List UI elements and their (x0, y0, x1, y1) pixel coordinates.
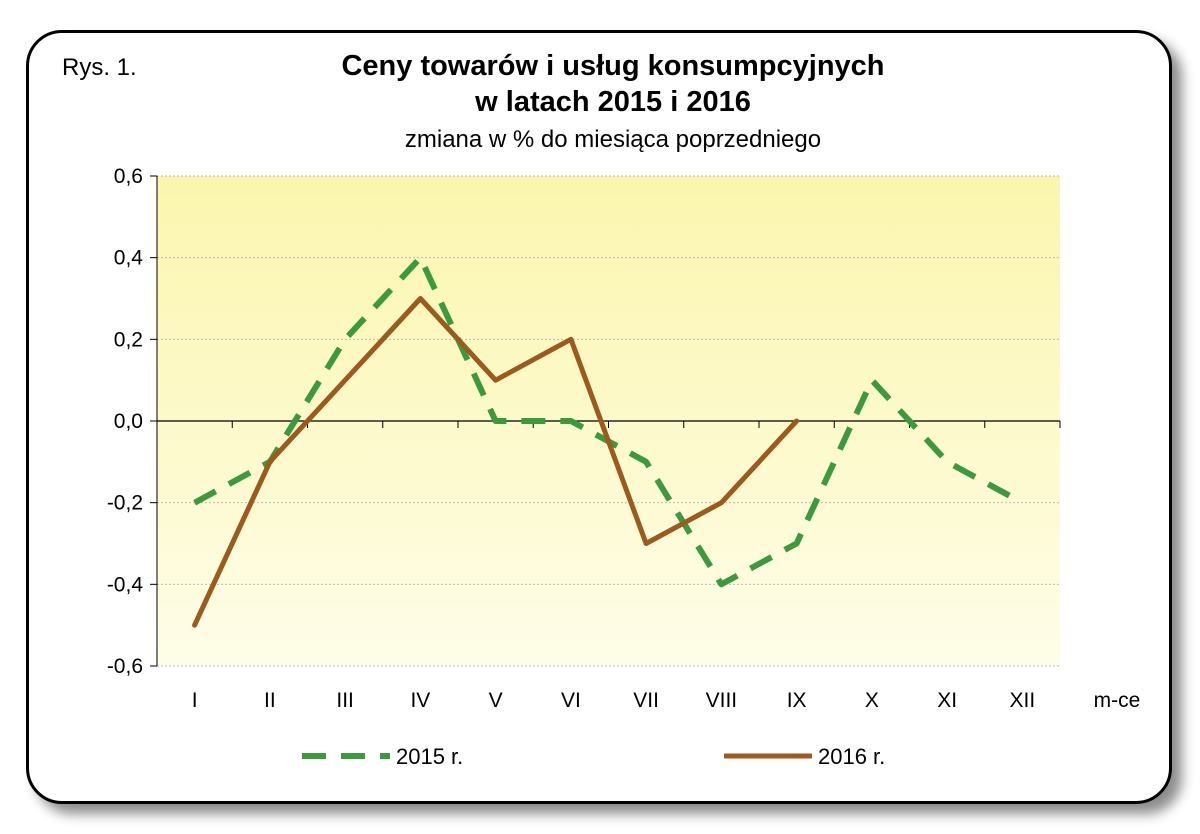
y-tick-label: 0,6 (114, 165, 143, 188)
x-tick-label: X (865, 689, 879, 712)
y-tick-label: 0,0 (114, 410, 143, 433)
x-tick-label: II (264, 689, 276, 712)
series-line-2016 (192, 296, 800, 628)
x-tick-label: VI (561, 689, 581, 712)
legend-label-2016: 2016 r. (818, 744, 885, 769)
x-axis-label: m-ce (1094, 689, 1141, 712)
figure-label: Rys. 1. (62, 54, 137, 81)
x-tick-label: XII (1010, 689, 1036, 712)
legend: 2015 r. 2016 r. (302, 744, 885, 769)
y-tick-label: -0,4 (107, 573, 144, 596)
x-tick-label: VII (633, 689, 659, 712)
x-tick-label: III (336, 689, 354, 712)
x-tick-label: I (192, 689, 198, 712)
series-group (192, 254, 1024, 628)
x-tick-label: IV (410, 689, 430, 712)
x-tick-label: V (489, 689, 503, 712)
legend-label-2015: 2015 r. (396, 744, 463, 769)
gridlines (157, 175, 1060, 667)
chart-subtitle: zmiana w % do miesiąca poprzedniego (404, 126, 822, 153)
y-tick-label: 0,4 (114, 247, 144, 270)
y-tick-label: -0,6 (107, 655, 143, 678)
x-tick-label: VIII (706, 689, 738, 712)
chart-title-line2: w latach 2015 i 2016 (475, 86, 751, 118)
chart-title: Ceny towarów i usług konsumpcyjnych (341, 50, 885, 82)
y-tick-label: 0,2 (114, 328, 143, 351)
x-tick-label: XI (937, 689, 957, 712)
y-tick-label: -0,2 (107, 492, 143, 515)
x-tick-label: IX (787, 689, 807, 712)
